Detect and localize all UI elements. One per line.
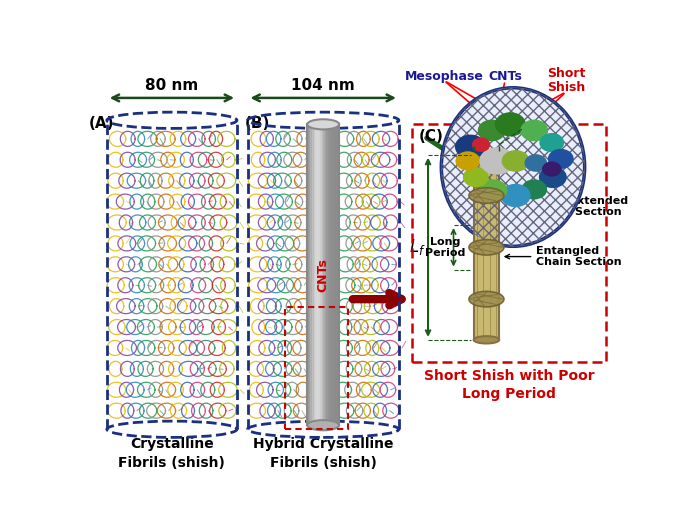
Circle shape [480, 148, 514, 174]
Circle shape [543, 162, 561, 176]
Bar [312, 124, 314, 425]
Circle shape [495, 113, 525, 136]
Bar [329, 124, 331, 425]
Bar [321, 124, 323, 425]
Bar [325, 124, 326, 425]
Text: (C): (C) [419, 129, 443, 144]
Bar [310, 124, 312, 425]
Ellipse shape [474, 151, 499, 158]
Text: Short Shish with Poor: Short Shish with Poor [424, 370, 595, 383]
Circle shape [456, 152, 480, 170]
Text: Fully Extended
Chain Section: Fully Extended Chain Section [505, 196, 628, 218]
Bar [315, 124, 317, 425]
Text: Shish: Shish [547, 81, 585, 95]
Text: CNTs: CNTs [488, 70, 522, 83]
Bar [309, 124, 310, 425]
Circle shape [502, 151, 529, 171]
Ellipse shape [469, 188, 504, 203]
Circle shape [525, 155, 547, 171]
Bar [308, 124, 309, 425]
Bar [319, 124, 320, 425]
Text: $L_f$: $L_f$ [409, 237, 426, 257]
Bar [314, 124, 315, 425]
Ellipse shape [441, 88, 585, 246]
Text: Long
Period: Long Period [425, 237, 466, 258]
Bar [336, 124, 338, 425]
Text: Long Period: Long Period [462, 388, 556, 401]
Text: (B): (B) [245, 116, 271, 131]
Circle shape [501, 184, 530, 206]
Text: Entangled
Chain Section: Entangled Chain Section [505, 246, 622, 267]
Bar [320, 124, 321, 425]
Circle shape [480, 180, 507, 200]
Bar [331, 124, 333, 425]
Circle shape [473, 138, 490, 151]
Bar [334, 124, 336, 425]
Text: 104 nm: 104 nm [291, 78, 355, 93]
Bar [308, 124, 339, 425]
Bar [328, 124, 329, 425]
Ellipse shape [474, 336, 499, 344]
Bar [474, 155, 499, 340]
Ellipse shape [469, 291, 504, 307]
Ellipse shape [308, 119, 339, 129]
Circle shape [540, 134, 563, 152]
Text: Short: Short [547, 67, 585, 80]
Bar [338, 124, 339, 425]
Bar [333, 124, 334, 425]
Circle shape [549, 149, 573, 168]
Bar [317, 124, 319, 425]
Circle shape [540, 167, 566, 187]
Circle shape [522, 180, 547, 199]
Text: Mesophase: Mesophase [405, 70, 484, 83]
Text: $L_{203}$: $L_{203}$ [524, 111, 551, 128]
Bar [326, 124, 328, 425]
Circle shape [521, 120, 547, 140]
Ellipse shape [469, 240, 504, 255]
Circle shape [456, 135, 486, 158]
Text: CNTs: CNTs [316, 258, 329, 291]
Text: Hybrid Crystalline: Hybrid Crystalline [253, 437, 393, 451]
Text: Crystalline: Crystalline [130, 437, 214, 451]
Text: Fibrils (shish): Fibrils (shish) [270, 456, 377, 470]
Circle shape [464, 168, 488, 186]
Circle shape [478, 120, 505, 140]
Text: 80 nm: 80 nm [145, 78, 199, 93]
Ellipse shape [308, 420, 339, 430]
Text: Fibrils (shish): Fibrils (shish) [119, 456, 225, 470]
Bar [323, 124, 325, 425]
Text: (A): (A) [88, 116, 114, 131]
